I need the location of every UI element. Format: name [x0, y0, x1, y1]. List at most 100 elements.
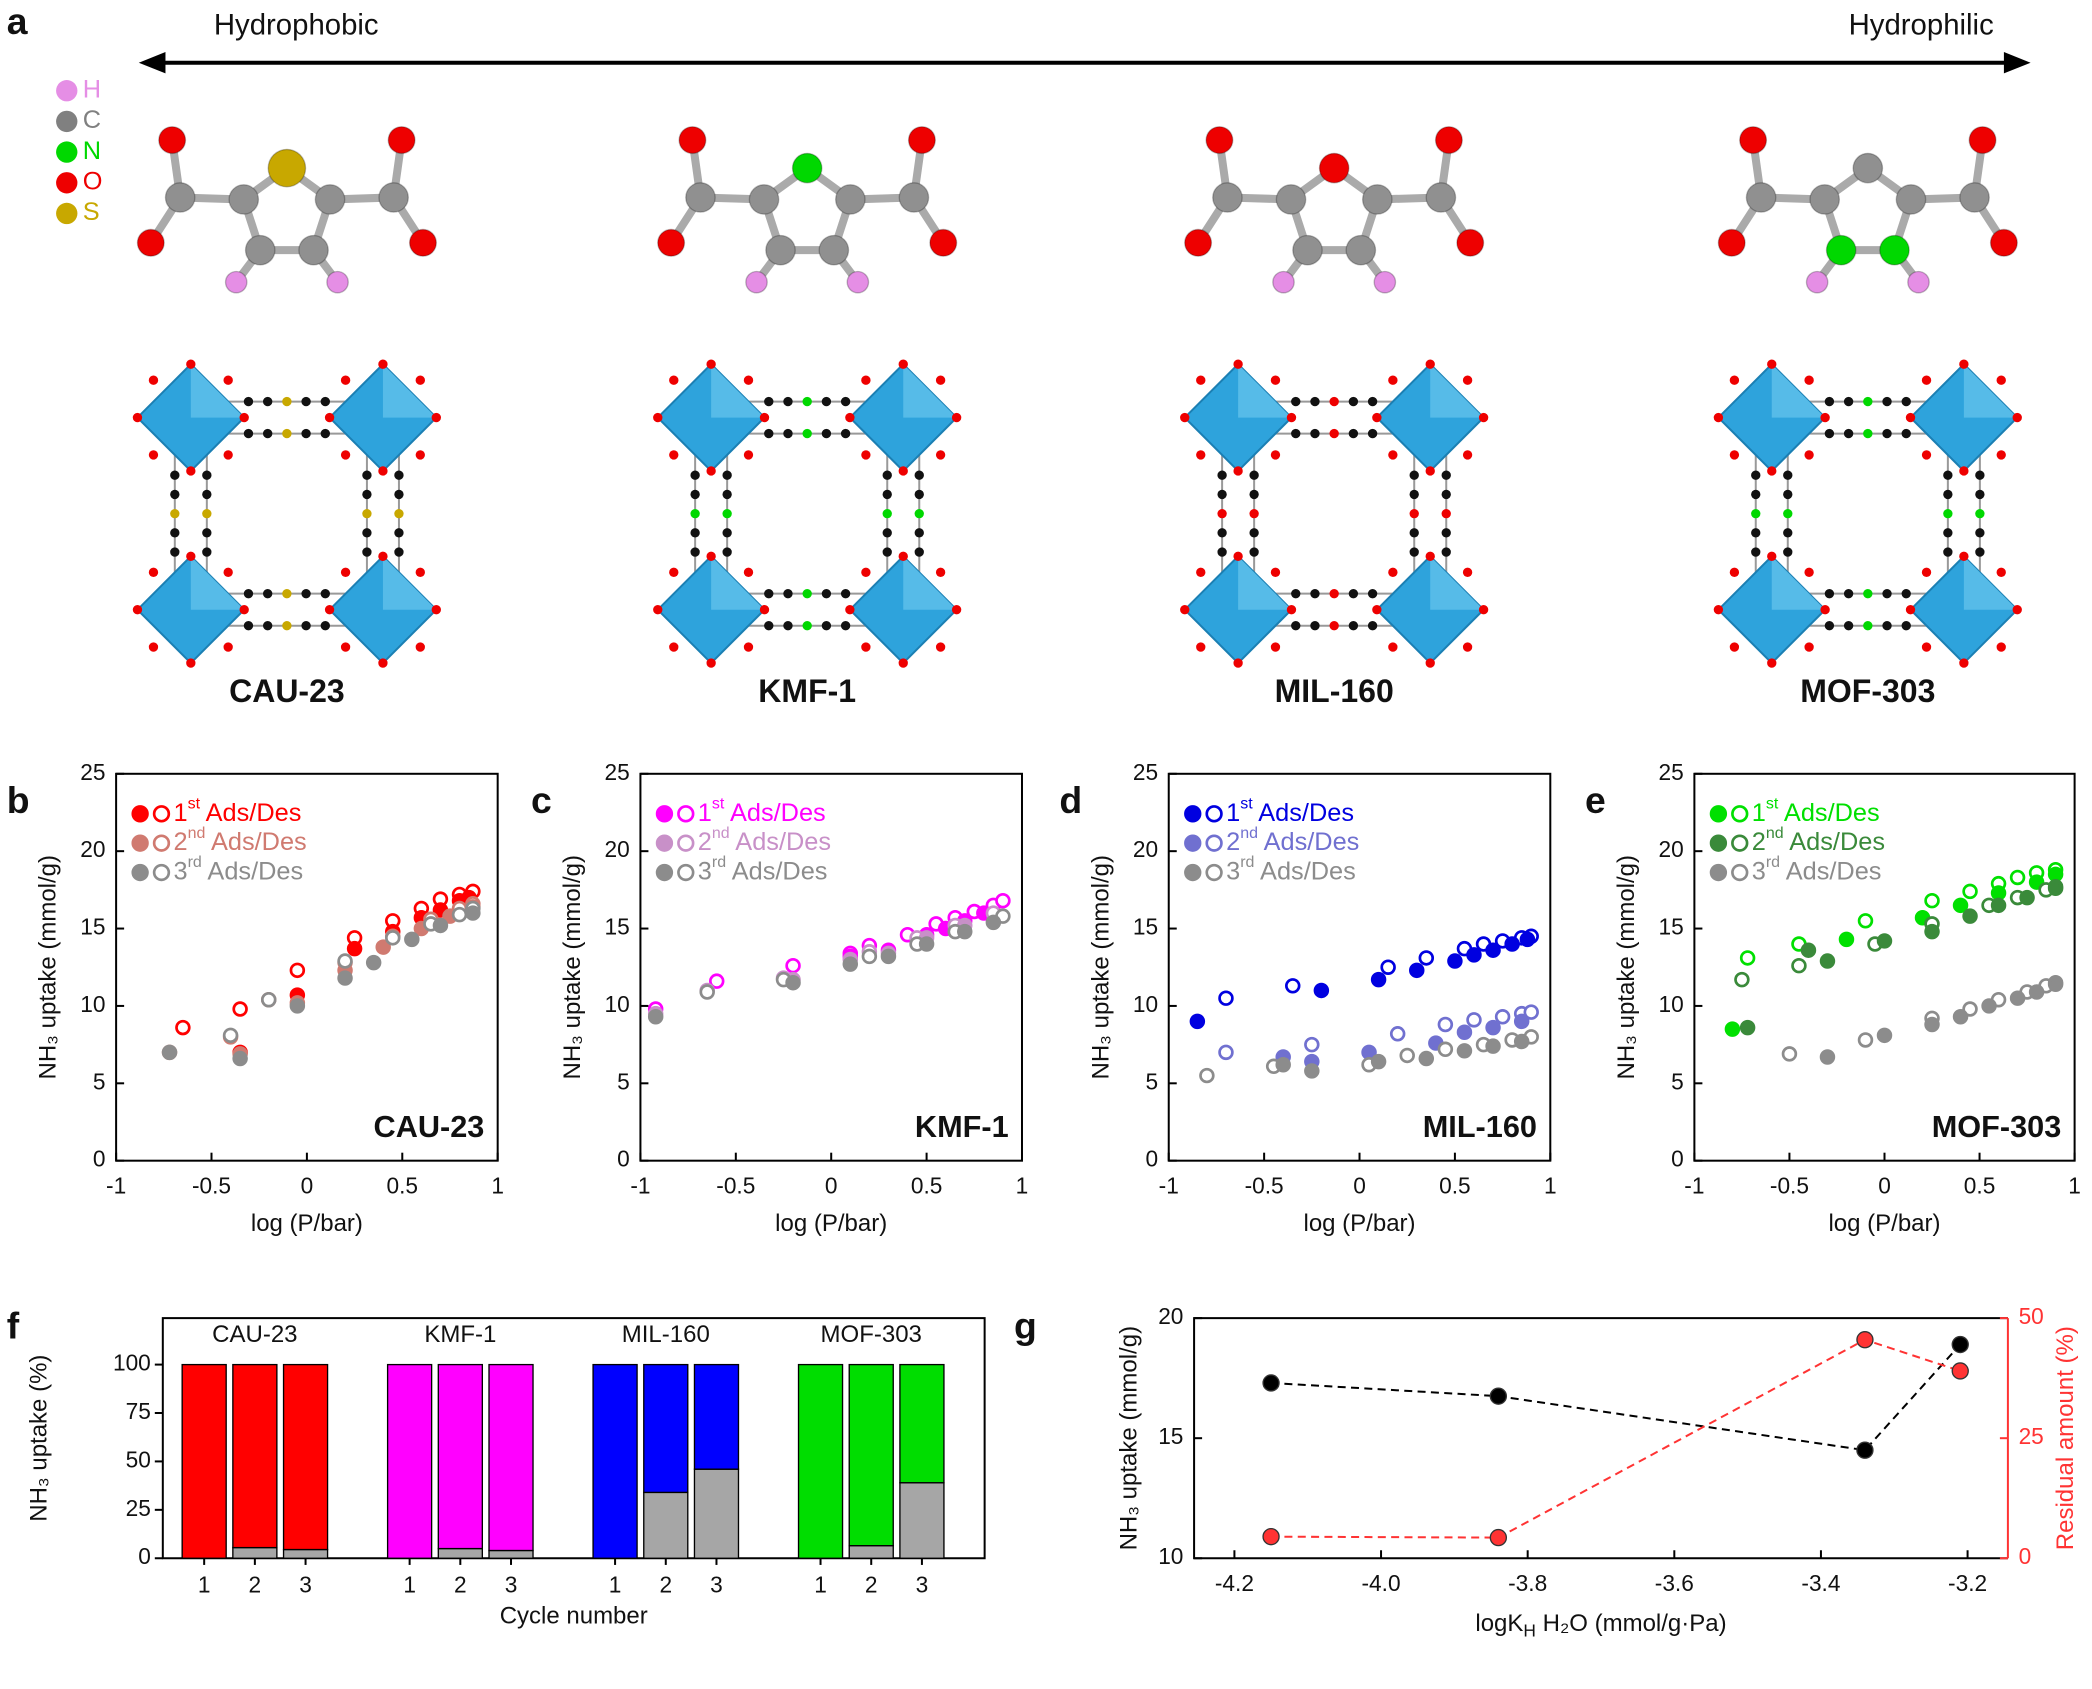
linker-atom [1901, 428, 1911, 439]
uptake-bar [592, 1363, 638, 1559]
panel-letter: e [1585, 779, 1606, 821]
atom [164, 182, 196, 213]
plot-frame [161, 1317, 986, 1560]
y-tick-label: 20 [1658, 836, 1683, 862]
legend-marker-filled [1709, 805, 1728, 823]
linker-atom [362, 508, 372, 519]
oxygen-atom [378, 551, 388, 561]
linker-atom [1975, 547, 1985, 557]
linker-atom [282, 396, 292, 407]
oxygen-atom [1286, 605, 1297, 615]
atom [1739, 126, 1768, 155]
group-label: KMF-1 [424, 1321, 496, 1348]
octahedron-face [1430, 556, 1484, 610]
oxygen-atom [1804, 375, 1814, 385]
oxygen-atom [1478, 605, 1489, 615]
atom [1212, 182, 1243, 213]
linker-atom [170, 528, 180, 538]
legend-label: 1st Ads/Des [1752, 796, 1880, 827]
x-tick-label: 1 [609, 1571, 622, 1597]
octahedron-face [1238, 556, 1292, 610]
atom [791, 152, 823, 184]
data-point [1856, 1441, 1874, 1459]
legend-marker-open [1205, 805, 1223, 823]
x-tick-label: -0.5 [192, 1172, 231, 1198]
y-tick-label: 10 [80, 991, 105, 1017]
linker-atom [1751, 489, 1761, 500]
oxygen-atom [1767, 359, 1777, 369]
oxygen-atom [1270, 642, 1281, 652]
atom [834, 184, 866, 215]
material-name: MOF-303 [1800, 673, 1935, 709]
linker-atom [202, 508, 212, 519]
y-tick-label: 5 [1145, 1068, 1158, 1094]
linker-atom [840, 621, 851, 631]
oxygen-atom [340, 450, 351, 460]
octahedron-face [190, 364, 245, 418]
desorption-point [1437, 1016, 1454, 1033]
oxygen-atom [1921, 375, 1932, 385]
data-point [1856, 1331, 1874, 1349]
desorption-point [1285, 978, 1301, 994]
linker-atom [1441, 470, 1451, 480]
framework [1713, 359, 2022, 668]
oxygen-atom [743, 375, 754, 385]
element-ball [56, 172, 78, 194]
legend-label: 3rd Ads/Des [1226, 854, 1356, 885]
adsorption-point [365, 954, 382, 971]
x-tick-label: -3.2 [1948, 1570, 1987, 1596]
x-axis-label-part: logK [1475, 1610, 1523, 1637]
oxygen-atom [1959, 359, 1969, 369]
linker-atom [1751, 528, 1761, 538]
x-tick-label: 0.5 [387, 1172, 419, 1198]
y-tick-label: 20 [1133, 836, 1158, 862]
linker-atom [1367, 428, 1378, 439]
linker-atom [282, 428, 292, 439]
oxygen-atom [223, 642, 233, 652]
panel-letter: g [1014, 1305, 1037, 1347]
x-tick-label: 0 [301, 1172, 314, 1198]
desorption-point [1218, 990, 1234, 1006]
linker-atom [764, 396, 774, 407]
adsorption-point [985, 914, 1002, 931]
atom [378, 182, 409, 213]
linker-atom [170, 489, 180, 500]
desorption-point [1494, 1009, 1511, 1025]
desorption-point [175, 1019, 191, 1036]
group-label: CAU-23 [212, 1321, 297, 1348]
oxygen-atom [706, 551, 716, 561]
oxygen-atom [1729, 375, 1740, 385]
adsorption-point [1504, 936, 1520, 952]
adsorption-point [1456, 1024, 1473, 1040]
oxygen-atom [1959, 466, 1969, 476]
linker-atom [722, 470, 732, 480]
desorption-point [1304, 1036, 1320, 1053]
legend-marker-open [1731, 863, 1749, 882]
desorption-point [1399, 1047, 1415, 1064]
desorption-point [1962, 1001, 1978, 1017]
oxygen-atom [223, 450, 233, 460]
atom [1434, 126, 1463, 155]
oxygen-atom [743, 567, 754, 578]
linker-atom [263, 589, 273, 599]
linker-atom [1843, 589, 1854, 599]
oxygen-atom [706, 466, 716, 476]
oxygen-atom [148, 642, 159, 652]
legend-marker-open [152, 863, 171, 882]
linker-atom [1882, 396, 1892, 407]
desorption-point [785, 957, 801, 974]
desorption-point [1857, 913, 1874, 929]
oxygen-atom [186, 466, 196, 476]
linker-atom [1882, 428, 1892, 439]
oxygen-atom [415, 642, 425, 652]
atom [1425, 182, 1457, 213]
linker-atom [301, 396, 311, 407]
linker-atom [1217, 470, 1227, 480]
oxygen-atom [415, 567, 425, 578]
atom [1805, 270, 1829, 294]
linker-atom [320, 621, 330, 631]
linker-atom [1824, 589, 1835, 599]
x-axis-label: Cycle number [500, 1602, 648, 1629]
adsorption-point [1952, 897, 1969, 914]
oxygen-atom [898, 466, 908, 476]
